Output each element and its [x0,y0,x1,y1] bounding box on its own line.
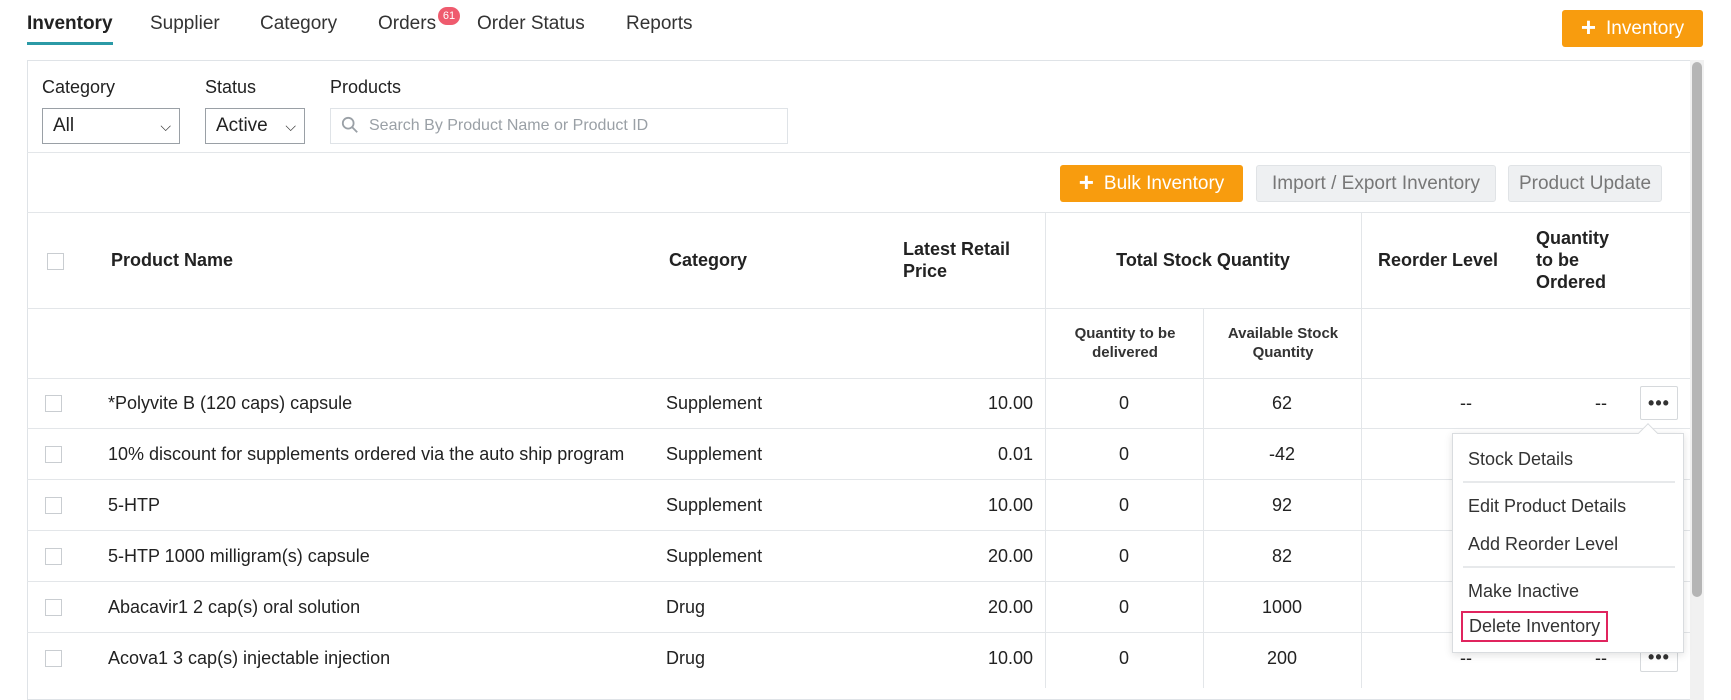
row-divider [27,530,1690,531]
category-cell: Drug [666,597,706,617]
qty-to-order-cell: -- [1595,648,1607,668]
available-stock-cell: 200 [1266,648,1298,668]
category-select-value: All [53,115,75,136]
scrollbar-thumb[interactable] [1692,62,1702,597]
row-checkbox[interactable] [45,548,62,565]
qty-to-deliver-cell: 0 [1118,546,1129,566]
row-actions-menu: Stock Details Edit Product Details Add R… [1452,433,1684,653]
search-icon [341,116,358,133]
header-divider [27,378,1690,379]
column-divider [1045,212,1046,688]
product-update-button[interactable]: Product Update [1508,165,1662,202]
price-cell: 20.00 [987,546,1033,566]
tab-orders[interactable]: Orders [378,13,437,34]
available-stock-cell: 1000 [1261,597,1303,617]
header-latest-retail-price[interactable]: Latest Retail Price [903,239,1011,281]
search-placeholder: Search By Product Name or Product ID [369,117,649,134]
price-cell: 0.01 [997,444,1033,464]
product-name-cell[interactable]: 10% discount for supplements ordered via… [108,444,625,464]
available-stock-cell: -42 [1268,444,1295,464]
tab-category[interactable]: Category [260,13,338,34]
row-checkbox[interactable] [45,650,62,667]
header-product-name[interactable]: Product Name [111,250,234,270]
top-navigation: Inventory Supplier Category Orders 61 Or… [0,0,1731,58]
row-divider [27,428,1690,429]
bulk-inventory-button[interactable]: + Bulk Inventory [1060,165,1243,202]
menu-item-delete-inventory[interactable]: Delete Inventory [1461,611,1609,642]
qty-to-order-cell: -- [1595,393,1607,413]
qty-to-deliver-cell: 0 [1118,597,1129,617]
header-available-stock-quantity[interactable]: Available Stock Quantity [1227,325,1339,361]
available-stock-cell: 62 [1271,393,1293,413]
product-search-field[interactable]: Search By Product Name or Product ID [330,108,788,144]
menu-item-add-reorder-level[interactable]: Add Reorder Level [1468,534,1619,554]
divider [27,212,1690,213]
products-filter-label: Products [330,77,402,97]
category-cell: Supplement [666,495,763,515]
header-total-stock-quantity: Total Stock Quantity [1116,250,1290,270]
tab-inventory[interactable]: Inventory [27,12,113,45]
bulk-inventory-label: Bulk Inventory [1103,172,1225,194]
row-checkbox[interactable] [45,446,62,463]
price-cell: 10.00 [987,648,1033,668]
product-name-cell[interactable]: Acova1 3 cap(s) injectable injection [108,648,391,668]
available-stock-cell: 92 [1271,495,1293,515]
menu-item-stock-details[interactable]: Stock Details [1468,449,1574,469]
row-checkbox[interactable] [45,599,62,616]
tab-reports[interactable]: Reports [626,13,693,34]
category-cell: Drug [666,648,706,668]
qty-to-deliver-cell: 0 [1118,495,1129,515]
tab-supplier[interactable]: Supplier [150,13,220,34]
qty-to-deliver-cell: 0 [1118,648,1129,668]
header-reorder-level[interactable]: Reorder Level [1378,250,1499,270]
chevron-down-icon: ⌵ [285,118,296,134]
plus-icon: + [1078,167,1094,197]
reorder-level-cell: -- [1460,648,1472,668]
status-select-value: Active [216,115,268,136]
menu-divider [1463,481,1675,483]
divider [27,152,1690,153]
chevron-down-icon: ⌵ [160,118,171,134]
product-name-cell[interactable]: 5-HTP 1000 milligram(s) capsule [108,546,370,566]
price-cell: 10.00 [987,495,1033,515]
product-name-cell[interactable]: *Polyvite B (120 caps) capsule [108,393,353,413]
row-divider [27,632,1690,633]
column-divider [1203,308,1204,688]
header-category[interactable]: Category [669,250,748,270]
menu-item-edit-product-details[interactable]: Edit Product Details [1468,496,1627,516]
tab-order-status[interactable]: Order Status [477,13,585,34]
row-checkbox[interactable] [45,497,62,514]
row-divider [27,479,1690,480]
category-cell: Supplement [666,546,763,566]
category-cell: Supplement [666,444,763,464]
add-inventory-button[interactable]: + Inventory [1562,10,1703,47]
status-select[interactable]: Active ⌵ [205,108,305,144]
select-all-checkbox[interactable] [47,253,64,270]
price-cell: 10.00 [987,393,1033,413]
row-checkbox[interactable] [45,395,62,412]
add-inventory-label: Inventory [1606,17,1685,39]
header-divider [27,308,1690,309]
row-divider [27,581,1690,582]
menu-divider [1463,566,1675,568]
reorder-level-cell: -- [1460,393,1472,413]
category-filter-label: Category [42,77,116,97]
qty-to-deliver-cell: 0 [1118,444,1129,464]
category-cell: Supplement [666,393,763,413]
header-quantity-to-be-delivered[interactable]: Quantity to be delivered [1074,325,1176,361]
column-divider [1361,212,1362,688]
qty-to-deliver-cell: 0 [1118,393,1129,413]
price-cell: 20.00 [987,597,1033,617]
product-name-cell[interactable]: 5-HTP [108,495,161,515]
orders-count-badge: 61 [438,7,460,25]
status-filter-label: Status [205,77,257,97]
menu-item-make-inactive[interactable]: Make Inactive [1468,581,1580,601]
header-quantity-to-be-ordered[interactable]: Quantity to be Ordered [1536,228,1610,292]
product-name-cell[interactable]: Abacavir1 2 cap(s) oral solution [108,597,361,617]
more-options-icon[interactable]: ••• [1640,386,1678,420]
plus-icon: + [1580,12,1597,42]
import-export-inventory-button[interactable]: Import / Export Inventory [1256,165,1496,202]
available-stock-cell: 82 [1271,546,1293,566]
category-select[interactable]: All ⌵ [42,108,180,144]
